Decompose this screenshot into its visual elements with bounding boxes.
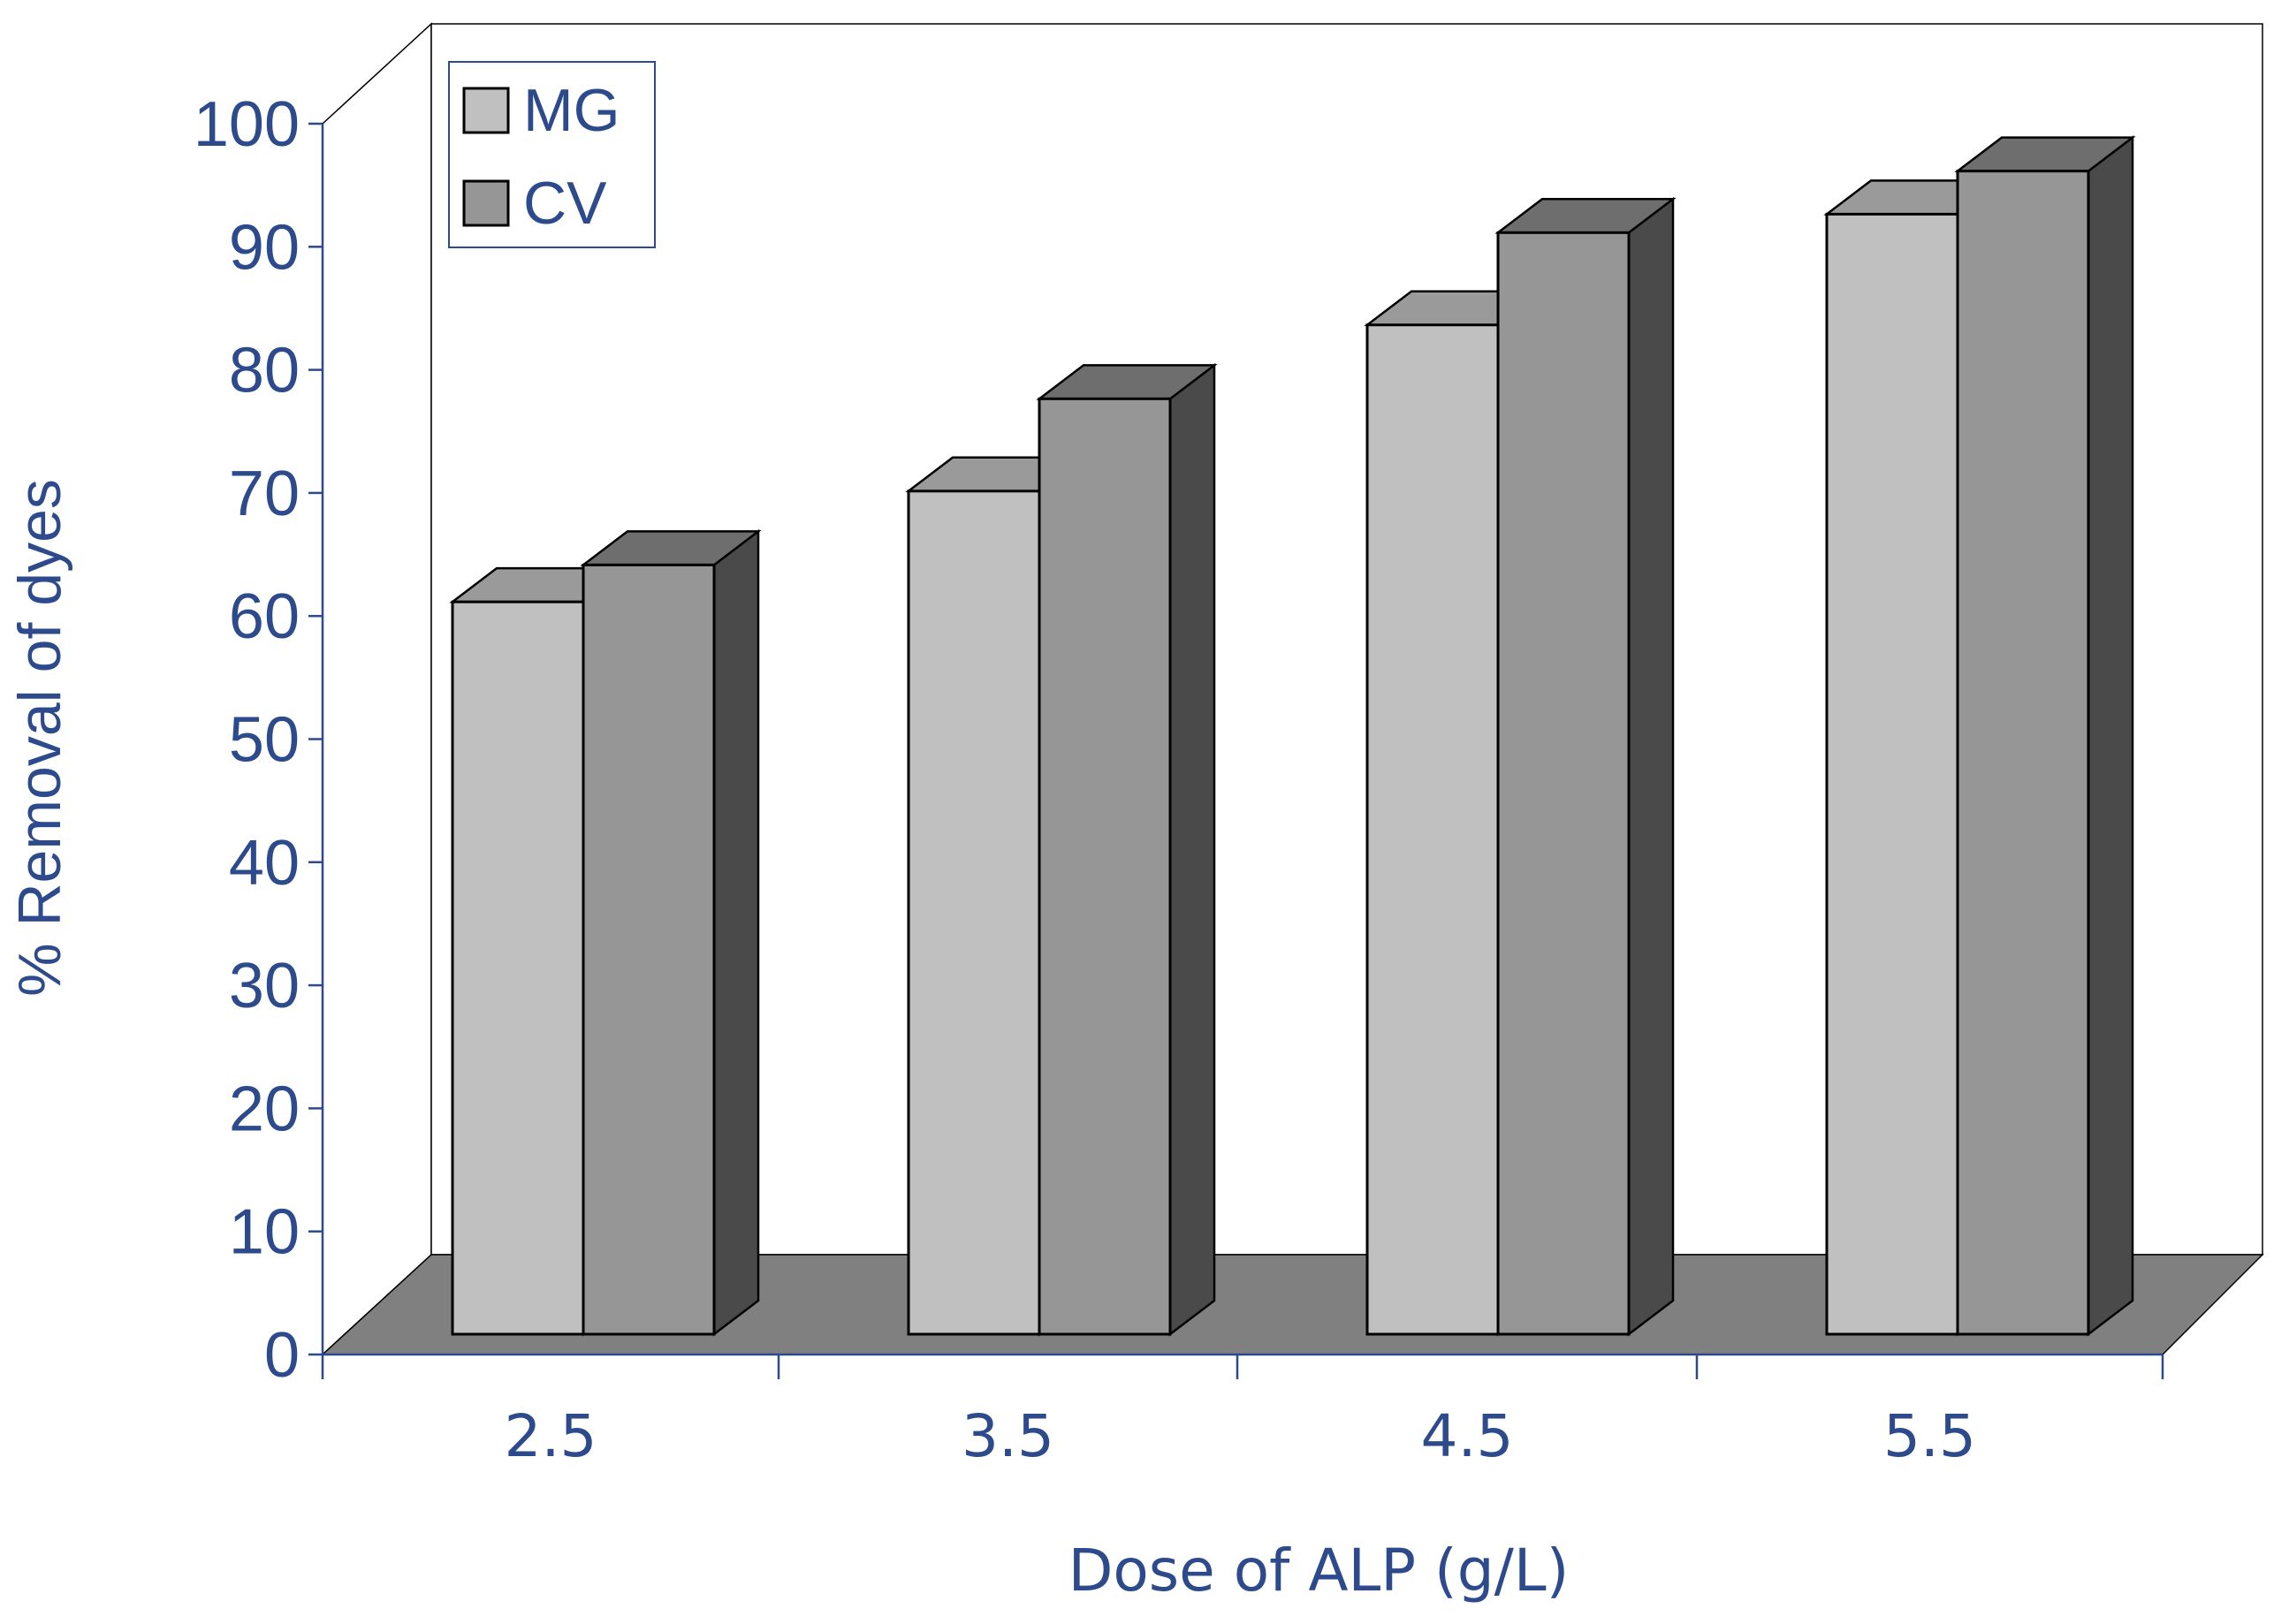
bar-cv-4.5 [1494,196,1677,1337]
y-tick-label: 90 [229,212,300,283]
bars-layer [449,135,2136,1337]
bar-front-face [1956,170,2090,1336]
y-tick-label: 20 [229,1074,300,1144]
axes-layer: 0 10 20 30 40 50 60 70 80 90 100 2.5 3.5 4.5 5.5 Dose o… [6,89,2164,1605]
y-tick-label: 60 [229,581,300,652]
bar-cv-3.5 [1036,362,1218,1337]
y-axis-title: % Removal of dyes [6,479,73,997]
legend: MG CV [448,61,656,248]
y-tick-label: 0 [264,1320,300,1391]
bar-side-face [2087,135,2134,1337]
bar-cv-2.5 [580,528,762,1337]
x-tick-label: 4.5 [1421,1402,1514,1470]
legend-swatch-mg [462,87,510,134]
x-tick-label: 3.5 [962,1402,1054,1470]
y-tick-label: 10 [229,1197,300,1268]
bar-front-face [1825,212,1959,1336]
y-tick-label: 80 [229,336,300,406]
bar-front-face [451,600,585,1336]
bar-front-face [1038,397,1172,1336]
y-tick-label: 50 [229,705,300,776]
bar-side-face [1168,362,1216,1337]
legend-label-cv: CV [523,170,607,237]
bar-side-face [1627,196,1675,1337]
bar-side-face [712,528,760,1337]
legend-swatch-cv [462,179,510,227]
x-axis-title: Dose of ALP (g/L) [1068,1537,1570,1605]
y-tick-label: 100 [194,89,300,160]
y-tick-label: 40 [229,828,300,899]
y-tick-label: 30 [229,951,300,1021]
legend-label-mg: MG [523,77,620,144]
bar-front-face [1365,323,1500,1336]
side-wall [322,22,432,1356]
bar-cv-5.5 [1954,135,2136,1337]
bar-front-face [907,489,1041,1336]
bar-front-face [582,563,716,1336]
x-tick-label: 2.5 [505,1402,597,1470]
y-tick-label: 70 [229,459,300,529]
x-tick-label: 5.5 [1883,1402,1976,1470]
bar-front-face [1496,231,1631,1336]
